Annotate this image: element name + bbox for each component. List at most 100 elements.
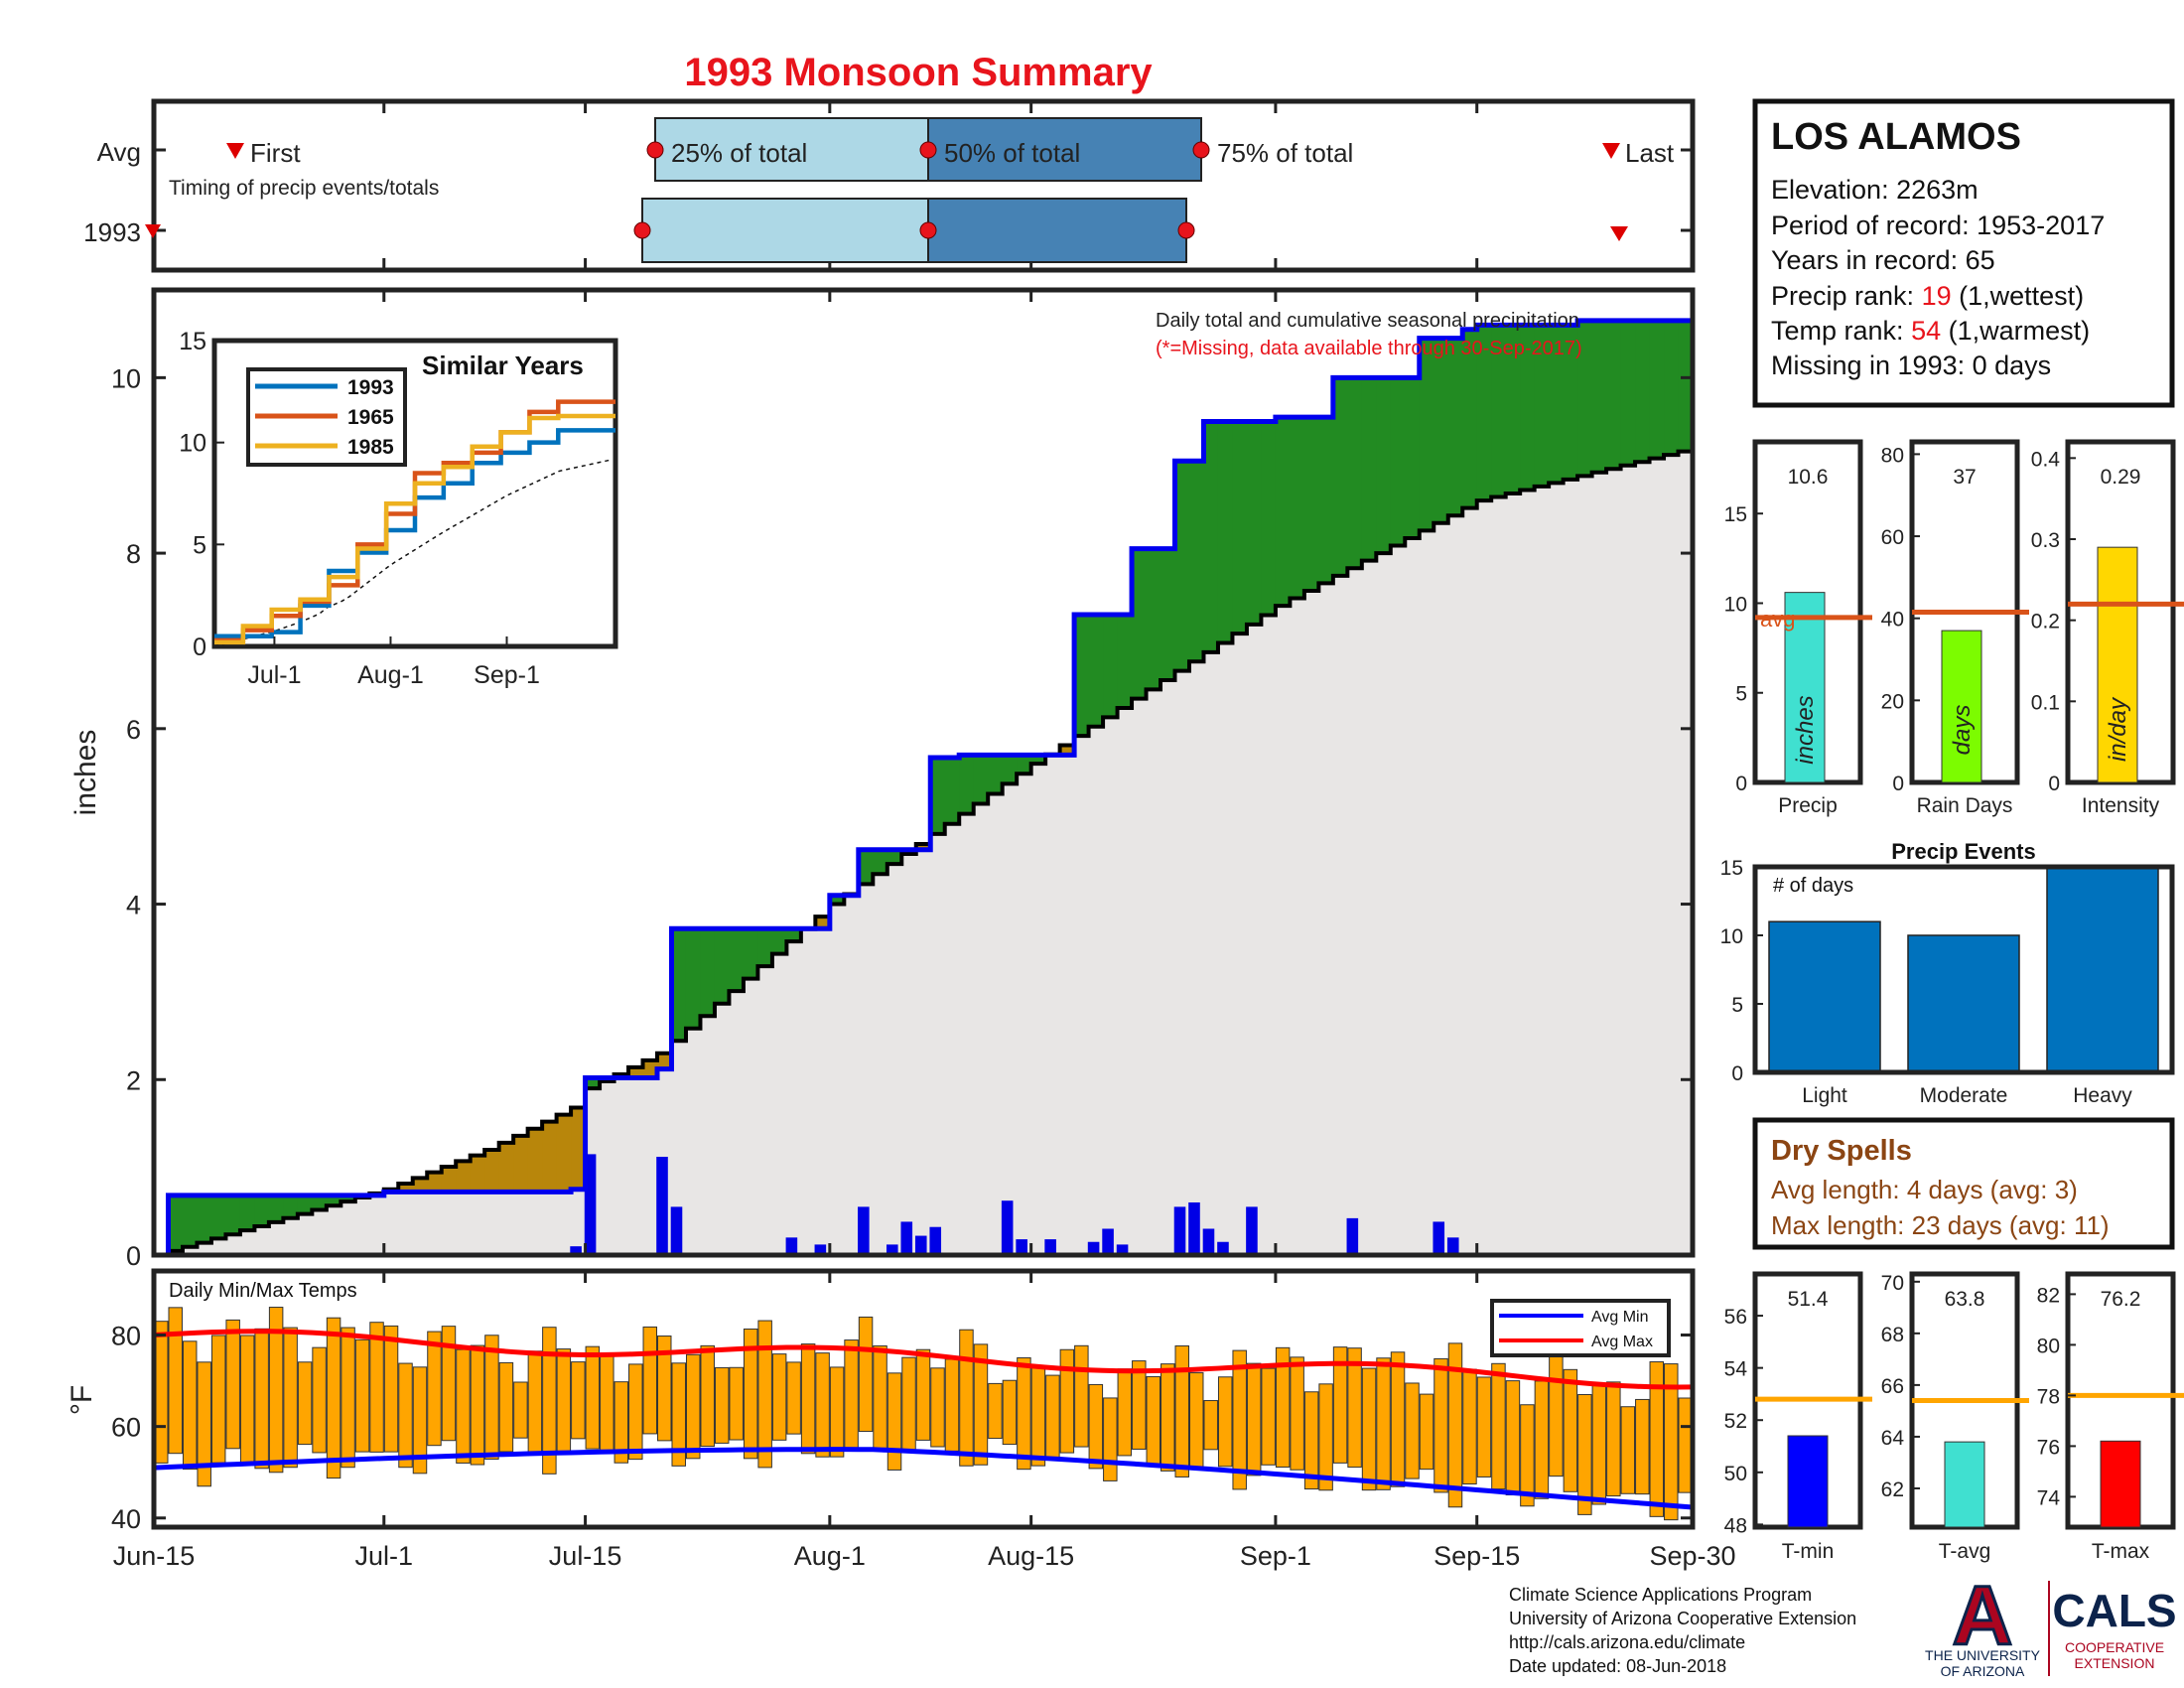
ua-logo-a: A <box>1953 1569 2013 1662</box>
main-annotation-2: (*=Missing, data available through 30-Se… <box>1156 338 1582 359</box>
small-panel-tick-label: 10 <box>1724 593 1747 616</box>
above-average-fill <box>944 757 960 824</box>
daily-temp-bar <box>743 1328 758 1460</box>
small-panel-tick-label: 60 <box>1881 526 1904 549</box>
temp-panel-tick-label: 74 <box>2037 1486 2061 1509</box>
below-average-fill <box>628 1066 644 1078</box>
below-average-fill <box>412 1178 428 1193</box>
above-average-fill <box>1088 614 1104 727</box>
above-average-fill <box>757 928 773 967</box>
above-average-fill <box>1232 421 1248 634</box>
above-average-fill <box>1332 377 1348 576</box>
daily-temp-bar <box>1361 1367 1377 1491</box>
above-average-fill <box>1103 614 1119 718</box>
above-average-fill <box>1534 325 1550 487</box>
daily-temp-bar <box>1462 1368 1477 1484</box>
small-panel-tick-label: 80 <box>1881 444 1904 467</box>
avg-75pct-marker <box>1192 141 1210 159</box>
daily-temp-bar <box>1088 1383 1104 1470</box>
dry-spells-avg: Avg length: 4 days (avg: 3) <box>1771 1175 2078 1204</box>
timing-row-1993: 1993 <box>83 217 141 247</box>
first-label: First <box>250 138 301 168</box>
daily-temp-bar <box>1203 1400 1218 1451</box>
above-average-fill <box>182 1195 199 1247</box>
daily-temp-bar <box>312 1346 327 1454</box>
station-temp-rank: Temp rank: 54 (1,warmest) <box>1771 316 2090 346</box>
cals-logo: CALS <box>2052 1585 2176 1636</box>
daily-temp-bar <box>369 1322 384 1453</box>
daily-temp-bar <box>1505 1380 1521 1496</box>
above-average-fill <box>197 1195 212 1243</box>
above-average-fill <box>341 1195 356 1202</box>
events-ylabel-text: # of days <box>1773 875 1853 897</box>
daily-temp-bar <box>1620 1406 1636 1494</box>
daily-temp-bar <box>1030 1366 1046 1467</box>
daily-temp-bar <box>527 1350 543 1456</box>
temp-summary-bars: 48 50 52 54 56 51.4 T-min 62 64 66 68 70 63.8 T-avg 74… <box>1724 1271 2184 1563</box>
above-average-fill <box>297 1195 313 1214</box>
daily-temp-bar <box>1146 1375 1161 1467</box>
above-average-fill <box>786 928 802 942</box>
daily-temp-bar <box>1002 1379 1018 1446</box>
above-average-fill <box>671 928 687 1042</box>
inset-average-line <box>213 459 613 647</box>
y1993-75pct-marker <box>1177 221 1195 239</box>
above-average-fill <box>1174 461 1190 671</box>
above-average-fill <box>1591 320 1607 473</box>
above-average-fill <box>1303 417 1319 591</box>
daily-temp-bar <box>398 1362 413 1469</box>
above-average-fill <box>225 1195 241 1235</box>
small-panel-tick-label: 0 <box>1892 773 1904 795</box>
daily-temp-bar <box>1664 1363 1679 1521</box>
daily-temp-bar <box>1376 1357 1391 1490</box>
daily-temp-bar <box>182 1340 198 1471</box>
temps-y-tick-label: 80 <box>111 1322 141 1351</box>
daily-temp-bar <box>1476 1376 1492 1477</box>
temp-panel-tick-label: 54 <box>1724 1358 1748 1381</box>
above-average-fill <box>1491 325 1507 497</box>
below-average-fill <box>815 916 831 929</box>
station-name: LOS ALAMOS <box>1771 116 2021 158</box>
above-average-fill <box>1520 325 1536 491</box>
small-panel-unit: days <box>1949 705 1976 756</box>
daily-precip-bar <box>1116 1244 1129 1255</box>
above-average-fill <box>1246 421 1263 625</box>
similar-years-inset: Similar Years 1993 1965 1985 0 5 10 15 Jul-1… <box>179 328 618 689</box>
daily-temp-bar <box>383 1325 399 1453</box>
footer-line-3: http://cals.arizona.edu/climate <box>1509 1632 1745 1652</box>
coop-line-2: EXTENSION <box>2075 1655 2155 1671</box>
x-tick-label: Sep-30 <box>1649 1541 1735 1571</box>
below-average-fill <box>484 1149 500 1193</box>
daily-temp-bar <box>1174 1344 1189 1477</box>
above-average-fill <box>268 1195 284 1222</box>
above-average-fill <box>1361 377 1377 561</box>
small-panel-tick-label: 0.1 <box>2031 691 2060 714</box>
small-panel-label: Intensity <box>2082 794 2160 817</box>
above-average-fill <box>829 895 845 905</box>
small-panel-bar <box>1941 630 1982 783</box>
below-average-fill <box>441 1167 457 1193</box>
events-y-tick-label: 15 <box>1720 857 1743 880</box>
daily-temp-bar <box>671 1362 686 1467</box>
daily-temp-bar <box>283 1327 298 1469</box>
temps-legend-box <box>1490 1299 1671 1357</box>
temp-panel-value: 76.2 <box>2101 1288 2141 1311</box>
daily-temp-bar <box>1261 1367 1276 1466</box>
observed-cumulative-line <box>154 318 1693 1258</box>
inset-y-tick-label: 5 <box>193 531 206 559</box>
below-average-fill <box>657 1053 673 1069</box>
daily-temp-bar <box>858 1316 874 1433</box>
events-category-label: Light <box>1802 1084 1847 1107</box>
above-average-fill <box>1606 320 1622 470</box>
daily-precip-bar <box>1217 1241 1229 1255</box>
events-bar <box>1907 934 2020 1073</box>
temp-panel-tick-label: 62 <box>1881 1478 1904 1501</box>
small-panel-tick-label: 20 <box>1881 690 1904 713</box>
small-panel-unit: in/day <box>2105 696 2131 762</box>
events-y-tick-label: 10 <box>1720 925 1743 948</box>
above-average-fill <box>1635 320 1651 463</box>
station-period: Period of record: 1953-2017 <box>1771 211 2105 240</box>
chart-title: 1993 Monsoon Summary <box>684 51 1153 94</box>
coop-line-1: COOPERATIVE <box>2065 1639 2164 1655</box>
